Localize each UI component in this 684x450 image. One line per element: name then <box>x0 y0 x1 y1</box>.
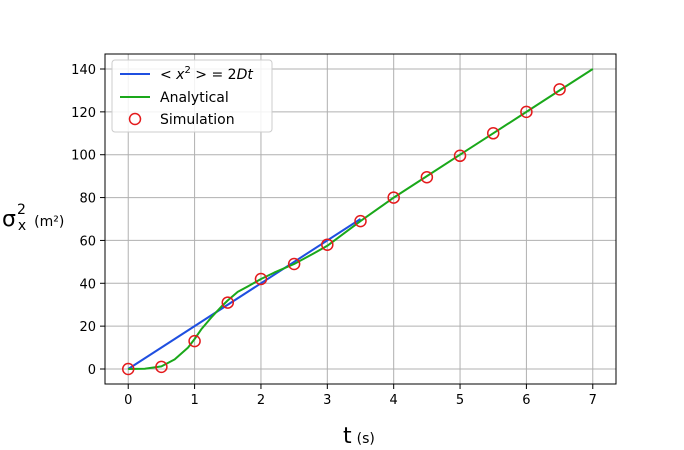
y-axis-label-unit: (m²) <box>34 214 64 230</box>
x-axis-label-symbol: t <box>343 424 352 449</box>
x-tick-label: 1 <box>190 393 198 408</box>
simulation-point <box>486 127 500 140</box>
y-tick-label: 80 <box>79 192 96 207</box>
y-tick-label: 20 <box>79 320 96 335</box>
legend-box <box>111 59 273 133</box>
series-layer <box>121 68 594 376</box>
x-tick-label: 6 <box>522 393 530 408</box>
x-axis-label-unit: (s) <box>357 431 375 447</box>
x-tick-label: 3 <box>323 393 331 408</box>
simulation-point <box>121 362 135 376</box>
x-tick-label: 7 <box>589 393 597 408</box>
legend: < x2 > = 2Dt Analytical Simulation <box>111 59 273 133</box>
y-axis-label-sup: 2 <box>17 202 26 218</box>
y-tick-label: 120 <box>71 106 96 121</box>
y-axis-label-symbol: σ <box>2 207 16 232</box>
legend-label-2dt: < x2 > = 2Dt <box>160 65 253 83</box>
simulation-point <box>287 257 301 271</box>
series-line-0 <box>127 218 362 370</box>
axis-ticks: 0 1 2 3 4 5 6 7 0 20 40 60 80 100 120 140 <box>71 63 597 408</box>
simulation-point <box>321 238 334 251</box>
simulation-point <box>354 214 367 228</box>
legend-label-simulation: Simulation <box>160 112 235 128</box>
grid-lines <box>105 54 616 384</box>
simulation-point <box>221 296 235 309</box>
simulation-point <box>188 334 201 348</box>
x-tick-label: 2 <box>257 393 265 408</box>
x-tick-label: 4 <box>390 393 398 408</box>
legend-label-analytical: Analytical <box>160 90 229 106</box>
y-axis-label: σ2 x (m²) <box>2 202 64 234</box>
simulation-point <box>254 272 268 286</box>
y-tick-label: 140 <box>71 63 96 78</box>
simulation-point <box>453 149 467 163</box>
legend-swatch-red-marker <box>128 112 142 126</box>
series-line-1 <box>128 68 594 370</box>
y-tick-label: 40 <box>79 277 96 292</box>
simulation-point <box>155 360 168 374</box>
x-tick-label: 0 <box>124 393 132 408</box>
simulation-point <box>553 83 566 96</box>
x-axis-label: t (s) <box>343 424 375 449</box>
y-tick-label: 60 <box>79 234 96 249</box>
y-tick-label: 0 <box>88 363 96 378</box>
simulation-point <box>420 170 434 184</box>
y-axis-label-sub: x <box>18 218 26 234</box>
plot-frame <box>104 53 617 385</box>
simulation-point <box>520 105 533 119</box>
simulation-point <box>387 191 400 204</box>
x-tick-label: 5 <box>456 393 464 408</box>
y-tick-label: 100 <box>71 149 96 164</box>
